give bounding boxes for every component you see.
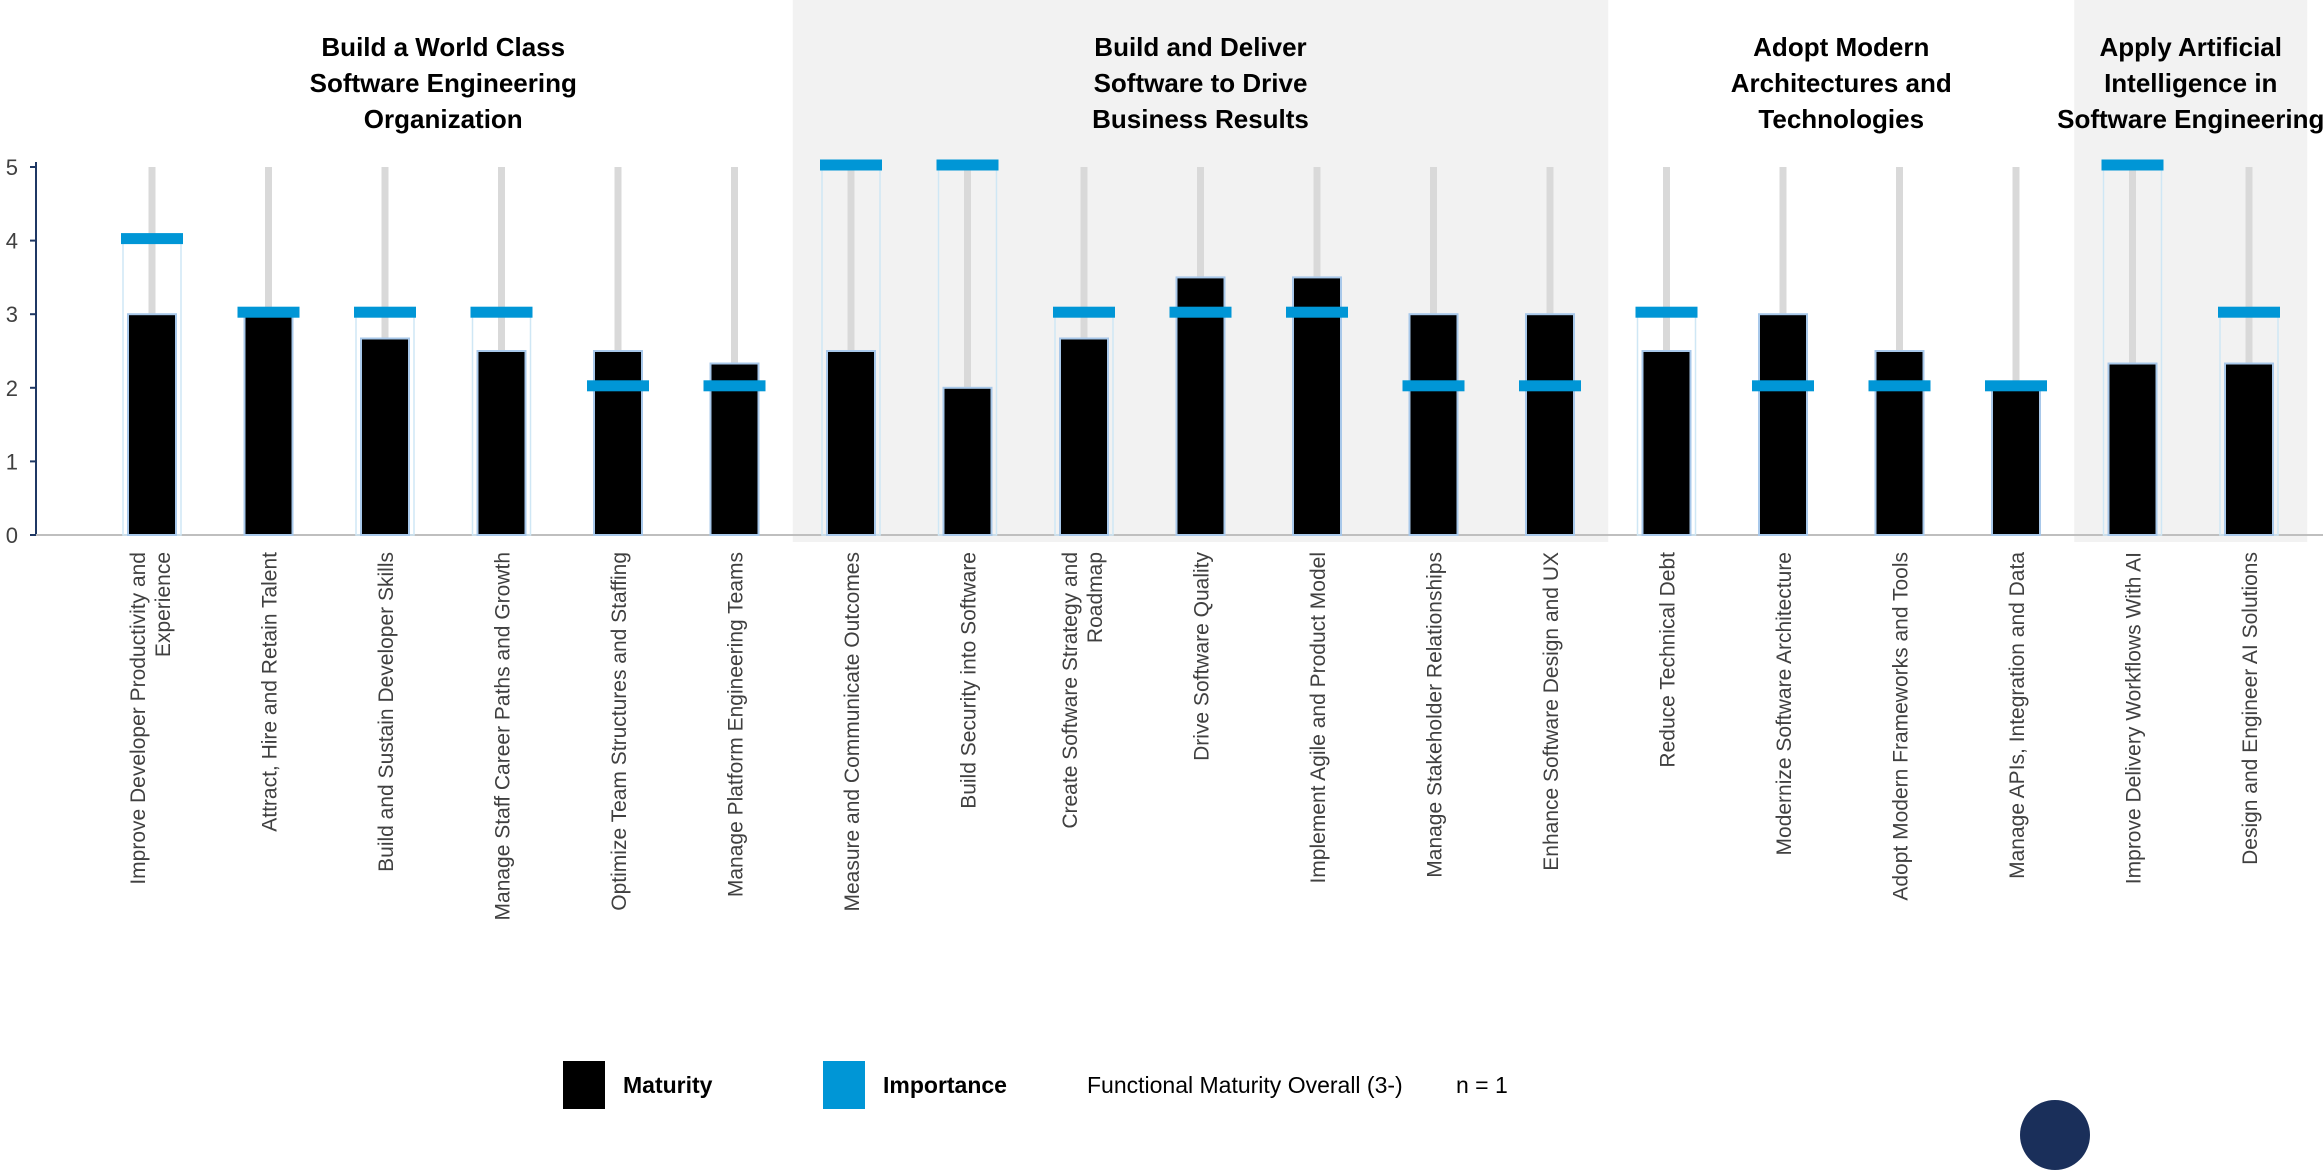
legend-maturity-swatch	[563, 1061, 605, 1109]
importance-marker	[1869, 380, 1931, 391]
maturity-bar	[361, 338, 409, 535]
category-label: Build and Sustain Developer Skills	[375, 552, 398, 872]
logo-icon	[2020, 1100, 2090, 1170]
maturity-bar	[2109, 364, 2157, 535]
importance-marker	[2102, 160, 2164, 171]
bars-layer	[121, 160, 2280, 536]
y-tick-label: 3	[6, 302, 18, 327]
maturity-bar	[944, 388, 992, 535]
sample-size-label: n = 1	[1456, 1072, 1508, 1099]
y-tick-label: 0	[6, 523, 18, 548]
maturity-bar	[827, 351, 875, 535]
importance-marker	[354, 307, 416, 318]
maturity-bar	[478, 351, 526, 535]
maturity-bar	[1643, 351, 1691, 535]
legend-maturity-label: Maturity	[623, 1072, 712, 1099]
category-label: Optimize Team Structures and Staffing	[608, 552, 631, 911]
importance-marker	[1519, 380, 1581, 391]
legend-importance: Importance	[823, 1058, 1007, 1112]
y-tick-label: 2	[6, 376, 18, 401]
maturity-bar	[2225, 364, 2273, 535]
maturity-bar	[128, 314, 176, 535]
category-label: Design and Engineer AI Solutions	[2239, 552, 2262, 865]
maturity-importance-chart: Build a World Class Software Engineering O…	[0, 0, 2323, 1112]
y-tick-label: 4	[6, 229, 18, 254]
legend-n-wrap: n = 1	[1456, 1058, 1508, 1112]
maturity-bar	[1876, 351, 1924, 535]
importance-marker	[704, 380, 766, 391]
maturity-bar	[1992, 388, 2040, 535]
maturity-bar	[1060, 338, 1108, 535]
category-label: Adopt Modern Frameworks and Tools	[1890, 552, 1913, 901]
category-label: Drive Software Quality	[1191, 552, 1214, 761]
category-label: Measure and Communicate Outcomes	[841, 552, 864, 912]
category-label: Manage Stakeholder Relationships	[1424, 552, 1447, 878]
category-label: Manage APIs, Integration and Data	[2006, 552, 2029, 879]
importance-marker	[587, 380, 649, 391]
legend-description-wrap: Functional Maturity Overall (3-)	[1087, 1058, 1403, 1112]
maturity-bar	[1526, 314, 1574, 535]
maturity-bar	[594, 351, 642, 535]
legend-importance-label: Importance	[883, 1072, 1007, 1099]
category-label: Create Software Strategy andRoadmap	[1059, 552, 1107, 829]
importance-marker	[1170, 307, 1232, 318]
category-labels: Improve Developer Productivity andExperi…	[127, 552, 2262, 921]
category-label: Enhance Software Design and UX	[1540, 552, 1563, 871]
maturity-bar	[245, 314, 293, 535]
category-label: Reduce Technical Debt	[1657, 552, 1680, 768]
importance-marker	[820, 160, 882, 171]
category-label: Manage Platform Engineering Teams	[725, 552, 748, 897]
group-title: Adopt Modern Architectures and Technologie…	[1731, 32, 1952, 134]
category-label: Improve Delivery Workflows With AI	[2123, 552, 2146, 884]
category-label: Attract, Hire and Retain Talent	[259, 552, 282, 832]
y-tick-label: 1	[6, 449, 18, 474]
category-label: Improve Developer Productivity andExperi…	[127, 552, 175, 885]
category-label: Implement Agile and Product Model	[1307, 552, 1330, 884]
importance-marker	[937, 160, 999, 171]
category-label: Manage Staff Career Paths and Growth	[492, 552, 515, 920]
group-title: Build and Deliver Software to Drive Busine…	[1092, 32, 1309, 134]
maturity-bar	[1759, 314, 1807, 535]
category-label: Build Security into Software	[958, 552, 981, 809]
importance-marker	[2218, 307, 2280, 318]
importance-marker	[1053, 307, 1115, 318]
importance-marker	[1985, 380, 2047, 391]
group-title: Build a World Class Software Engineering O…	[310, 32, 577, 134]
legend-description: Functional Maturity Overall (3-)	[1087, 1072, 1403, 1099]
importance-marker	[471, 307, 533, 318]
y-tick-label: 5	[6, 155, 18, 180]
importance-marker	[121, 233, 183, 244]
importance-marker	[238, 307, 300, 318]
importance-marker	[1286, 307, 1348, 318]
legend-importance-swatch	[823, 1061, 865, 1109]
importance-marker	[1403, 380, 1465, 391]
maturity-bar	[1410, 314, 1458, 535]
legend: Maturity	[563, 1058, 712, 1112]
importance-marker	[1636, 307, 1698, 318]
category-label: Modernize Software Architecture	[1773, 552, 1796, 855]
importance-marker	[1752, 380, 1814, 391]
